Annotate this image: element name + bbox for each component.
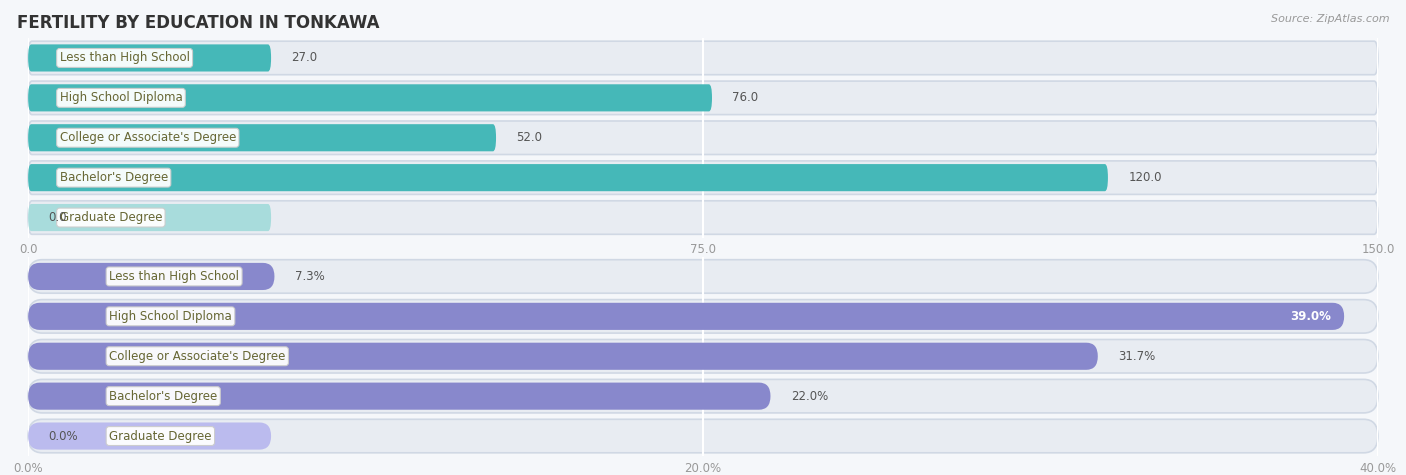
FancyBboxPatch shape	[28, 260, 1378, 293]
Text: Bachelor's Degree: Bachelor's Degree	[59, 171, 167, 184]
Text: FERTILITY BY EDUCATION IN TONKAWA: FERTILITY BY EDUCATION IN TONKAWA	[17, 14, 380, 32]
Text: Graduate Degree: Graduate Degree	[110, 429, 212, 443]
Text: College or Associate's Degree: College or Associate's Degree	[59, 131, 236, 144]
FancyBboxPatch shape	[28, 300, 1378, 333]
Text: 0.0%: 0.0%	[48, 429, 77, 443]
Text: Source: ZipAtlas.com: Source: ZipAtlas.com	[1271, 14, 1389, 24]
Text: College or Associate's Degree: College or Associate's Degree	[110, 350, 285, 363]
FancyBboxPatch shape	[28, 382, 770, 410]
FancyBboxPatch shape	[28, 263, 274, 290]
FancyBboxPatch shape	[28, 342, 1098, 370]
Text: Less than High School: Less than High School	[59, 51, 190, 65]
Text: Less than High School: Less than High School	[110, 270, 239, 283]
Text: 120.0: 120.0	[1128, 171, 1161, 184]
Text: 31.7%: 31.7%	[1118, 350, 1156, 363]
FancyBboxPatch shape	[28, 204, 271, 231]
FancyBboxPatch shape	[28, 41, 1378, 75]
Text: High School Diploma: High School Diploma	[110, 310, 232, 323]
Text: 22.0%: 22.0%	[790, 390, 828, 403]
Text: High School Diploma: High School Diploma	[59, 91, 183, 104]
Text: 76.0: 76.0	[733, 91, 758, 104]
FancyBboxPatch shape	[28, 84, 711, 112]
FancyBboxPatch shape	[28, 340, 1378, 373]
Text: 27.0: 27.0	[291, 51, 318, 65]
FancyBboxPatch shape	[28, 81, 1378, 114]
FancyBboxPatch shape	[28, 201, 1378, 234]
Text: Graduate Degree: Graduate Degree	[59, 211, 162, 224]
FancyBboxPatch shape	[28, 161, 1378, 194]
FancyBboxPatch shape	[28, 422, 271, 450]
FancyBboxPatch shape	[28, 164, 1108, 191]
Text: Bachelor's Degree: Bachelor's Degree	[110, 390, 218, 403]
FancyBboxPatch shape	[28, 303, 1344, 330]
Text: 0.0: 0.0	[48, 211, 67, 224]
Text: 52.0: 52.0	[516, 131, 543, 144]
FancyBboxPatch shape	[28, 419, 1378, 453]
FancyBboxPatch shape	[28, 44, 271, 72]
Text: 7.3%: 7.3%	[295, 270, 325, 283]
FancyBboxPatch shape	[28, 380, 1378, 413]
FancyBboxPatch shape	[28, 121, 1378, 154]
Text: 39.0%: 39.0%	[1289, 310, 1330, 323]
FancyBboxPatch shape	[28, 124, 496, 152]
